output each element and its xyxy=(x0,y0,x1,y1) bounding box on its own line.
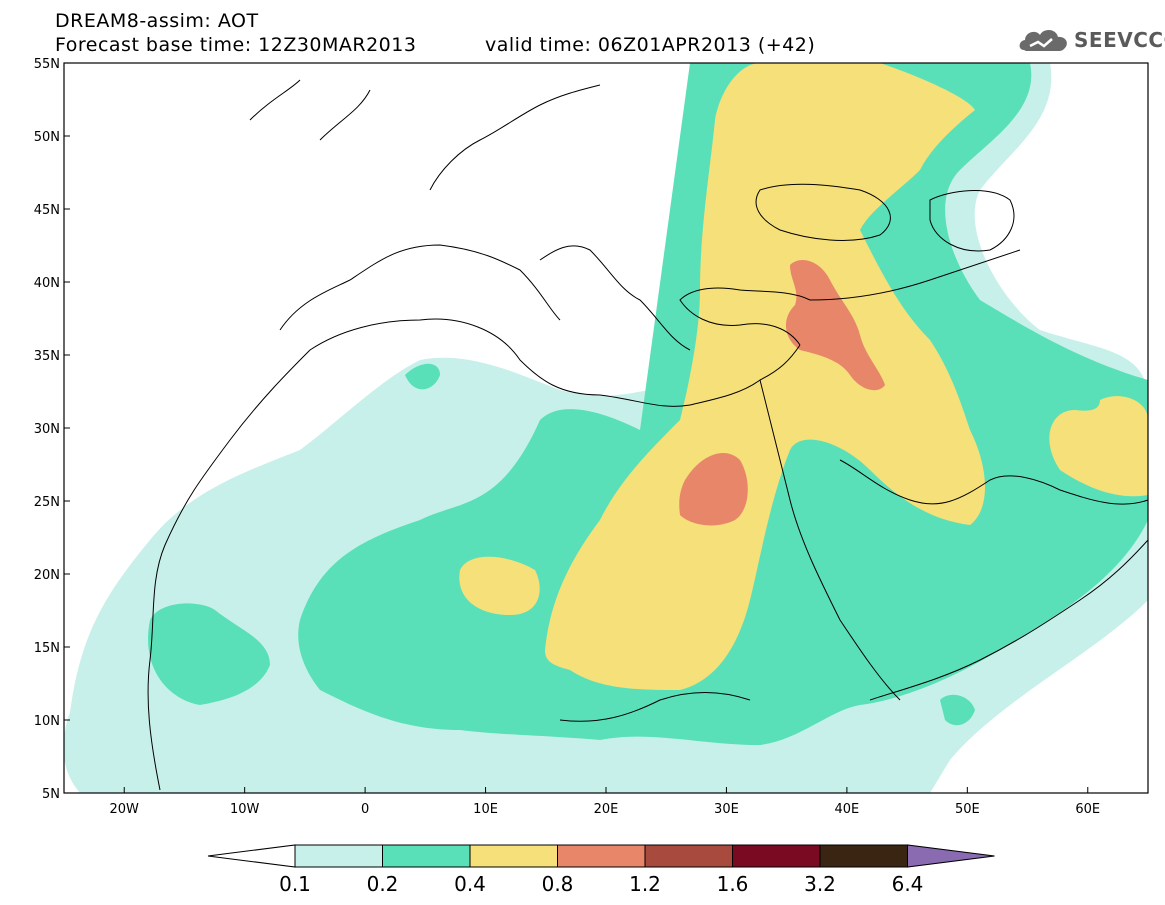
y-tick-label: 40N xyxy=(34,276,60,291)
colorbar-label: 0.1 xyxy=(279,872,311,896)
y-tick-label: 50N xyxy=(34,130,60,145)
colorbar-label: 0.2 xyxy=(367,872,399,896)
y-tick-label: 55N xyxy=(34,57,60,72)
y-tick-label: 15N xyxy=(34,641,60,656)
y-tick-label: 30N xyxy=(34,422,60,437)
y-tick-label: 5N xyxy=(42,787,60,802)
colorbar-swatch xyxy=(294,844,383,868)
aot-level-0-8 xyxy=(679,260,885,526)
x-tick-label: 60E xyxy=(1075,802,1100,817)
colorbar-swatch xyxy=(382,844,471,868)
x-tick-label: 10E xyxy=(473,802,498,817)
colorbar-swatch xyxy=(557,844,646,868)
aot-level-0-4 xyxy=(459,63,1148,690)
y-tick-label: 45N xyxy=(34,203,60,218)
colorbar-swatch xyxy=(819,844,908,868)
colorbar-label: 0.4 xyxy=(454,872,486,896)
colorbar-label: 1.2 xyxy=(629,872,661,896)
colorbar-swatch xyxy=(644,844,733,868)
x-tick-label: 10W xyxy=(230,802,260,817)
colorbar-under-arrow xyxy=(207,844,296,868)
aot-field xyxy=(64,63,1148,793)
x-tick-label: 20E xyxy=(594,802,619,817)
y-tick-label: 35N xyxy=(34,349,60,364)
colorbar-label: 3.2 xyxy=(804,872,836,896)
colorbar-swatch xyxy=(732,844,821,868)
colorbar-label: 1.6 xyxy=(717,872,749,896)
y-tick-label: 10N xyxy=(34,714,60,729)
map-title: DREAM8-assim: AOT xyxy=(55,10,259,32)
x-tick-label: 50E xyxy=(955,802,980,817)
colorbar-over-arrow xyxy=(907,844,995,868)
colorbar-swatch xyxy=(469,844,558,868)
valid-time: valid time: 06Z01APR2013 (+42) xyxy=(485,34,816,56)
seevccc-logo: SEEVCCC xyxy=(1018,24,1165,58)
y-tick-label: 25N xyxy=(34,495,60,510)
x-tick-label: 0 xyxy=(361,802,369,817)
x-axis: 20W 10W 0 10E 20E 30E 40E 50E 60E xyxy=(110,787,1100,817)
y-axis: 55N 50N 45N 40N 35N 30N 25N 20N 15N 10N 5N xyxy=(34,57,70,802)
x-tick-label: 40E xyxy=(835,802,860,817)
logo-text: SEEVCCC xyxy=(1074,28,1165,52)
coastlines xyxy=(147,79,1148,791)
x-tick-label: 30E xyxy=(714,802,739,817)
colorbar-label: 6.4 xyxy=(892,872,924,896)
colorbar-label: 0.8 xyxy=(542,872,574,896)
y-tick-label: 20N xyxy=(34,568,60,583)
x-tick-label: 20W xyxy=(110,802,140,817)
forecast-base-time: Forecast base time: 12Z30MAR2013 xyxy=(55,34,417,56)
cloud-icon xyxy=(1019,29,1067,51)
